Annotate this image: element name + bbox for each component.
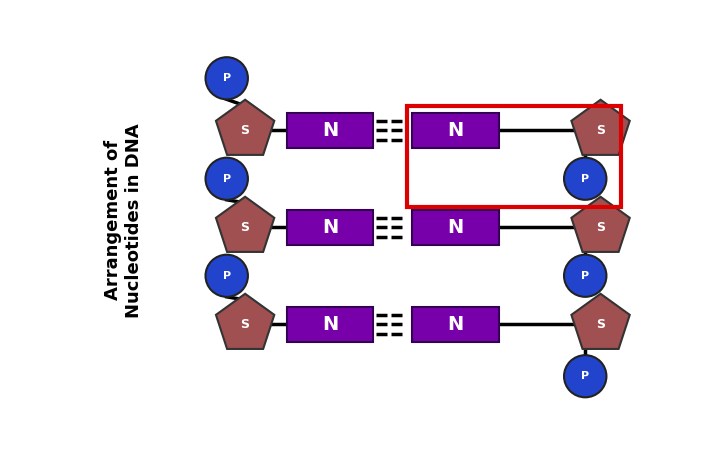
Polygon shape — [572, 294, 630, 349]
Bar — [287, 113, 373, 148]
Text: N: N — [447, 218, 464, 237]
Bar — [287, 210, 373, 245]
Text: S: S — [240, 318, 250, 331]
Polygon shape — [216, 100, 274, 155]
Text: N: N — [447, 121, 464, 140]
Ellipse shape — [564, 255, 606, 297]
Polygon shape — [216, 294, 274, 349]
Bar — [407, 106, 621, 207]
Polygon shape — [216, 197, 274, 252]
Text: S: S — [240, 124, 250, 137]
Text: P: P — [581, 371, 589, 381]
Text: N: N — [322, 121, 338, 140]
Text: P: P — [222, 174, 231, 184]
Text: N: N — [322, 218, 338, 237]
Text: N: N — [447, 315, 464, 334]
Ellipse shape — [205, 158, 248, 200]
Text: N: N — [322, 315, 338, 334]
Polygon shape — [572, 197, 630, 252]
Ellipse shape — [205, 255, 248, 297]
Bar — [287, 307, 373, 342]
Ellipse shape — [564, 355, 606, 397]
Text: S: S — [596, 318, 605, 331]
Bar — [413, 210, 499, 245]
Bar — [413, 113, 499, 148]
Polygon shape — [572, 100, 630, 155]
Ellipse shape — [205, 57, 248, 99]
Text: P: P — [581, 271, 589, 281]
Text: P: P — [222, 271, 231, 281]
Text: S: S — [596, 221, 605, 234]
Text: P: P — [581, 174, 589, 184]
Text: S: S — [596, 124, 605, 137]
Bar — [413, 307, 499, 342]
Text: S: S — [240, 221, 250, 234]
Text: Arrangement of
Nucleotides in DNA: Arrangement of Nucleotides in DNA — [104, 123, 143, 318]
Text: P: P — [222, 73, 231, 83]
Ellipse shape — [564, 158, 606, 200]
